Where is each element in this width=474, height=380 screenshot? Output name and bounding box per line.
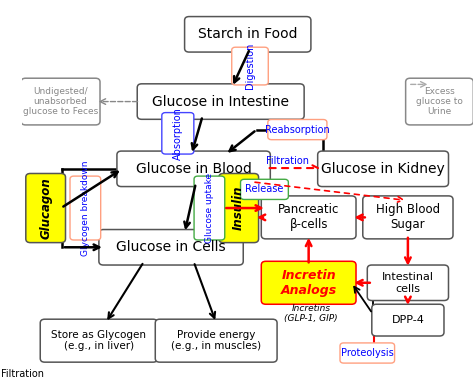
FancyBboxPatch shape [340, 343, 394, 363]
FancyBboxPatch shape [184, 17, 311, 52]
Text: Glucose in Cells: Glucose in Cells [116, 240, 226, 254]
Text: Filtration: Filtration [266, 155, 309, 166]
Text: Pancreatic
β-cells: Pancreatic β-cells [278, 203, 339, 231]
FancyBboxPatch shape [40, 319, 157, 362]
Text: Undigested/
unabsorbed
glucose to Feces: Undigested/ unabsorbed glucose to Feces [23, 87, 98, 116]
FancyBboxPatch shape [137, 84, 304, 119]
Text: Glucose in Kidney: Glucose in Kidney [321, 162, 445, 176]
FancyBboxPatch shape [155, 319, 277, 362]
FancyBboxPatch shape [194, 176, 225, 240]
Text: Glucose in Intestine: Glucose in Intestine [152, 95, 289, 109]
Text: Starch in Food: Starch in Food [198, 27, 298, 41]
Text: Incretin
Analogs: Incretin Analogs [281, 269, 337, 297]
FancyBboxPatch shape [232, 47, 268, 85]
FancyBboxPatch shape [406, 78, 474, 125]
Text: DPP-4: DPP-4 [392, 315, 424, 325]
FancyBboxPatch shape [367, 265, 448, 301]
Text: Incretins
(GLP-1, GIP): Incretins (GLP-1, GIP) [284, 304, 337, 323]
Text: Filtration: Filtration [0, 369, 44, 379]
FancyBboxPatch shape [162, 112, 194, 154]
Text: Provide energy
(e.g., in muscles): Provide energy (e.g., in muscles) [171, 330, 261, 352]
FancyBboxPatch shape [70, 176, 100, 240]
FancyBboxPatch shape [21, 78, 100, 125]
FancyBboxPatch shape [240, 179, 288, 200]
FancyBboxPatch shape [26, 174, 65, 242]
Text: Reabsorption: Reabsorption [265, 125, 330, 135]
FancyBboxPatch shape [261, 196, 356, 239]
Text: Release: Release [245, 184, 283, 194]
Text: Glucose in Blood: Glucose in Blood [136, 162, 252, 176]
FancyBboxPatch shape [363, 196, 453, 239]
FancyBboxPatch shape [99, 230, 243, 265]
Text: Intestinal
cells: Intestinal cells [382, 272, 434, 294]
FancyBboxPatch shape [372, 304, 444, 336]
FancyBboxPatch shape [268, 119, 327, 140]
Text: Glycogen breakdown: Glycogen breakdown [81, 160, 90, 256]
Text: Insulin: Insulin [232, 186, 245, 230]
Text: High Blood
Sugar: High Blood Sugar [376, 203, 440, 231]
FancyBboxPatch shape [261, 261, 356, 304]
FancyBboxPatch shape [318, 151, 448, 187]
Text: Glucagon: Glucagon [39, 177, 52, 239]
Text: Proteolysis: Proteolysis [341, 348, 394, 358]
Text: Excess
glucose to
Urine: Excess glucose to Urine [416, 87, 463, 116]
Text: Glucose uptake: Glucose uptake [205, 173, 214, 243]
FancyBboxPatch shape [117, 151, 270, 187]
FancyBboxPatch shape [219, 174, 259, 242]
Text: Store as Glycogen
(e.g., in liver): Store as Glycogen (e.g., in liver) [51, 330, 146, 352]
Text: Absorption: Absorption [173, 107, 183, 160]
Text: Digestion: Digestion [245, 43, 255, 89]
